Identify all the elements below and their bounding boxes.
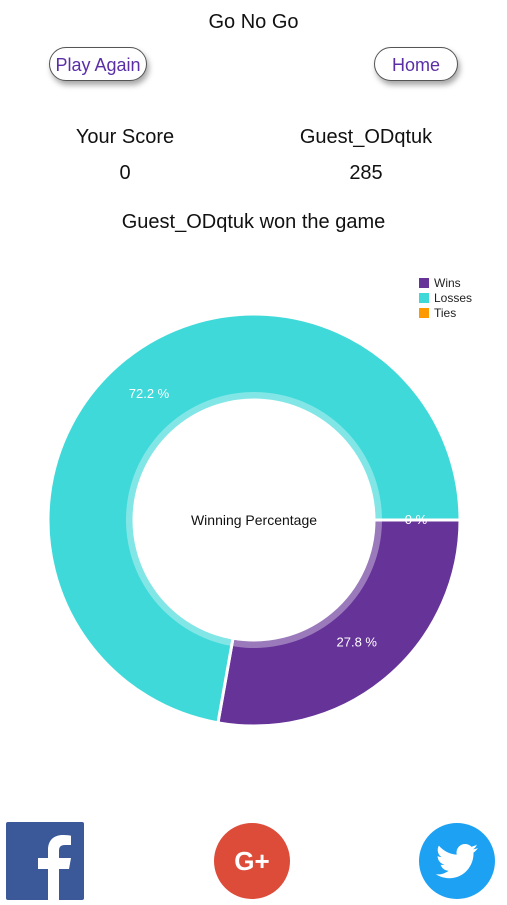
page-title: Go No Go — [208, 11, 299, 33]
home-button[interactable]: Home — [374, 47, 458, 81]
slice-losses[interactable] — [46, 312, 462, 725]
facebook-icon — [6, 822, 84, 900]
twitter-share-button[interactable] — [418, 822, 496, 900]
your-score-value: 0 — [119, 162, 131, 184]
facebook-share-button[interactable] — [6, 822, 84, 900]
legend-swatch-wins — [419, 278, 429, 288]
legend-swatch-losses — [419, 293, 429, 303]
twitter-icon — [419, 823, 495, 899]
opponent-score-value: 285 — [349, 162, 383, 184]
google-plus-share-button[interactable]: G+ — [213, 822, 291, 900]
legend-swatch-ties — [419, 308, 429, 318]
google-plus-icon: G+ — [214, 823, 290, 899]
slice-label-losses: 72.2 % — [129, 386, 170, 401]
chart-center-label: Winning Percentage — [191, 512, 317, 528]
slice-wins[interactable] — [216, 518, 462, 728]
google-plus-glyph: G+ — [234, 846, 269, 876]
legend-label-wins[interactable]: Wins — [434, 276, 461, 290]
game-result-text: Guest_ODqtuk won the game — [121, 211, 386, 233]
your-score-panel: Your Score 0 — [25, 126, 225, 185]
legend-label-ties[interactable]: Ties — [434, 306, 456, 320]
play-again-button[interactable]: Play Again — [49, 47, 147, 81]
slice-label-ties: 0 % — [405, 512, 428, 527]
slice-label-wins: 27.8 % — [337, 635, 378, 650]
opponent-score-panel: Guest_ODqtuk 285 — [266, 126, 466, 185]
opponent-name-label: Guest_ODqtuk — [299, 126, 433, 148]
legend-label-losses[interactable]: Losses — [434, 291, 472, 305]
your-score-label: Your Score — [75, 126, 175, 148]
